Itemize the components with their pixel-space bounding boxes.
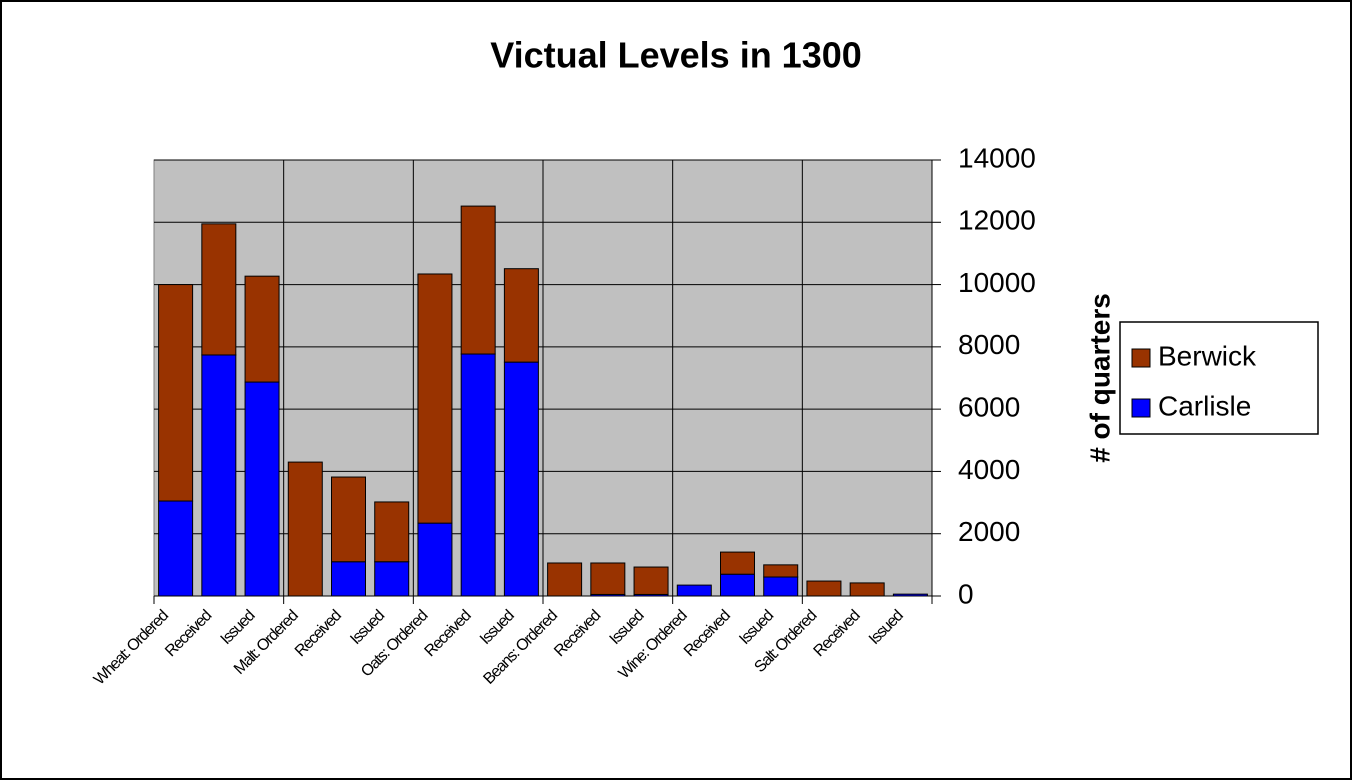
bar-segment [287,461,323,597]
bar-segment [892,593,928,597]
bar-segment [201,354,237,597]
chart-title: Victual Levels in 1300 [490,35,862,76]
bar-segment [849,582,885,597]
bar-segment [720,573,755,597]
legend: Berwick Carlisle [1119,321,1319,435]
bar-segment [331,476,366,563]
bar-segment [417,522,453,597]
y-tick-label: 10000 [958,267,1036,298]
bar-segment [417,273,453,524]
y-axis-label: # of quarters [1084,293,1115,463]
bar-segment [244,381,280,597]
bar-segment [158,500,194,597]
bar-segment [503,268,539,363]
legend-swatch [1131,398,1151,418]
bar-segment [590,562,626,595]
bar-segment [633,566,669,595]
y-tick-label: 6000 [958,392,1020,423]
legend-swatch [1131,348,1151,368]
y-tick-label: 4000 [958,454,1020,485]
y-tick-label: 12000 [958,205,1036,236]
y-tick-label: 0 [958,578,974,609]
bar-segment [460,353,496,597]
bar-segment [331,561,366,597]
bar-segment [763,564,799,578]
bar-segment [201,223,237,356]
bar-segment [763,576,799,597]
bar-segment [720,551,755,575]
legend-box [1119,321,1319,435]
bar-segment [503,361,539,597]
bar-segment [374,501,410,563]
bar-segment [806,580,842,597]
legend-label: Berwick [1158,340,1257,371]
y-tick-label: 2000 [958,516,1020,547]
bar-segment [547,562,583,597]
bar-segment [158,284,194,502]
bar-segment [460,205,496,355]
bar-segment [676,584,712,597]
bar-segment [374,561,410,597]
bar-segment [244,275,280,383]
legend-label: Carlisle [1158,390,1251,421]
y-tick-label: 8000 [958,329,1020,360]
y-tick-label: 14000 [958,142,1036,173]
